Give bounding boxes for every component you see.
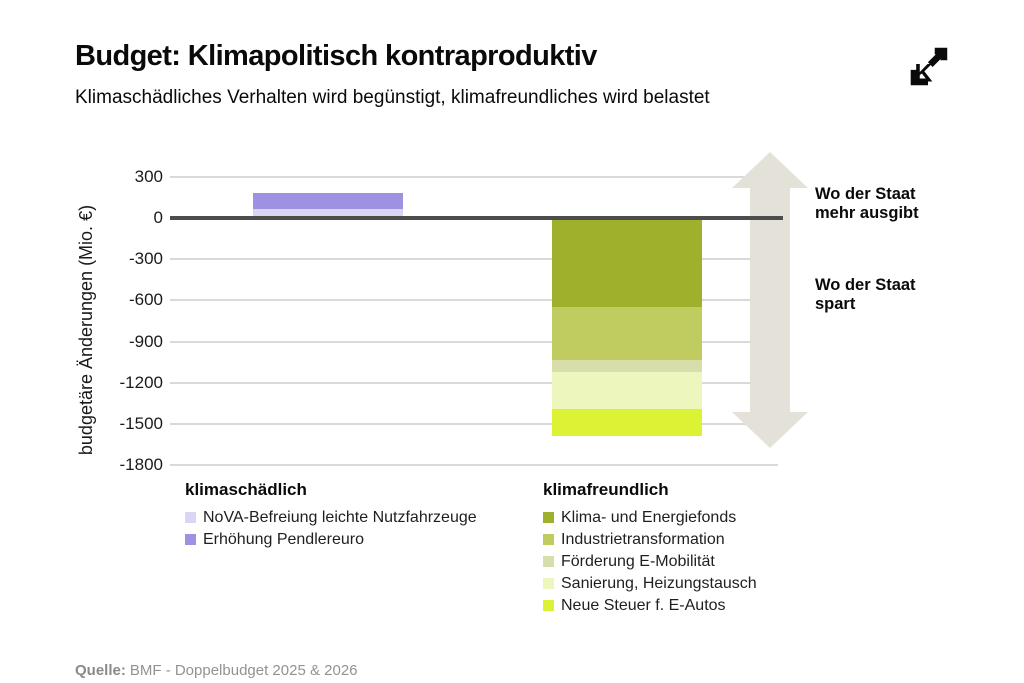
legend-label: Sanierung, Heizungstausch bbox=[561, 575, 757, 592]
source-line: Quelle: BMF - Doppelbudget 2025 & 2026 bbox=[75, 662, 358, 679]
category-label: klimaschädlich bbox=[185, 480, 307, 499]
y-tick-label: 300 bbox=[134, 167, 163, 186]
bar-segment bbox=[253, 209, 403, 219]
gridline bbox=[170, 464, 778, 466]
legend-swatch bbox=[543, 578, 554, 589]
bar-segment bbox=[552, 408, 702, 437]
gridline bbox=[170, 176, 778, 178]
page-title: Budget: Klimapolitisch kontraproduktiv bbox=[75, 40, 597, 72]
gridline bbox=[170, 299, 778, 302]
y-tick-label: -1800 bbox=[119, 455, 163, 474]
annotation-state-saves: Wo der Staat spart bbox=[815, 276, 916, 313]
legend-label: Klima- und Energiefonds bbox=[561, 509, 737, 526]
gridline bbox=[170, 422, 778, 425]
category-label: klimafreundlich bbox=[543, 480, 669, 499]
legend-item: Sanierung, Heizungstausch bbox=[543, 574, 757, 593]
y-tick-label: -300 bbox=[128, 249, 163, 269]
legend-item: Industrietransformation bbox=[543, 530, 725, 549]
legend-swatch bbox=[543, 556, 554, 567]
legend-swatch bbox=[543, 512, 554, 523]
bar-segment bbox=[552, 307, 702, 361]
zero-baseline bbox=[170, 216, 783, 221]
y-tick-label: -1200 bbox=[119, 372, 163, 392]
legend-label: Neue Steuer f. E-Autos bbox=[561, 597, 726, 614]
legend-item: Förderung E-Mobilität bbox=[543, 552, 715, 571]
legend-item: Erhöhung Pendlereuro bbox=[185, 530, 364, 549]
bar-segment bbox=[552, 372, 702, 409]
bar-segment bbox=[552, 218, 702, 308]
y-tick-label: -600 bbox=[128, 290, 163, 310]
legend-swatch bbox=[185, 512, 196, 523]
legend-swatch bbox=[185, 534, 196, 545]
y-tick-label: 0 bbox=[153, 208, 163, 228]
legend-item: NoVA-Befreiung leichte Nutzfahrzeuge bbox=[185, 508, 477, 527]
kontrast-k-logo: K bbox=[910, 47, 948, 87]
source-label: Quelle: bbox=[75, 662, 126, 679]
legend-item: Neue Steuer f. E-Autos bbox=[543, 596, 726, 615]
legend-swatch bbox=[543, 600, 554, 611]
y-tick-label: -1500 bbox=[119, 413, 163, 433]
annotation-state-spends-more: Wo der Staat mehr ausgibt bbox=[815, 185, 919, 222]
gridline bbox=[170, 258, 778, 261]
legend-label: Industrietransformation bbox=[561, 531, 725, 548]
page-subtitle: Klimaschädliches Verhalten wird begünsti… bbox=[75, 87, 710, 108]
legend-label: Förderung E-Mobilität bbox=[561, 553, 715, 570]
bar-segment bbox=[552, 360, 702, 373]
gridline bbox=[170, 340, 778, 343]
legend-item: Klima- und Energiefonds bbox=[543, 508, 736, 527]
gridline bbox=[170, 381, 778, 384]
legend-label: Erhöhung Pendlereuro bbox=[203, 531, 365, 548]
y-tick-label: -900 bbox=[128, 331, 163, 351]
up-down-arrow-icon bbox=[732, 152, 808, 448]
legend-label: NoVA-Befreiung leichte Nutzfahrzeuge bbox=[203, 509, 477, 526]
source-text: BMF - Doppelbudget 2025 & 2026 bbox=[129, 662, 358, 679]
svg-text:K: K bbox=[915, 59, 933, 87]
bar-segment bbox=[253, 192, 403, 210]
legend-swatch bbox=[543, 534, 554, 545]
